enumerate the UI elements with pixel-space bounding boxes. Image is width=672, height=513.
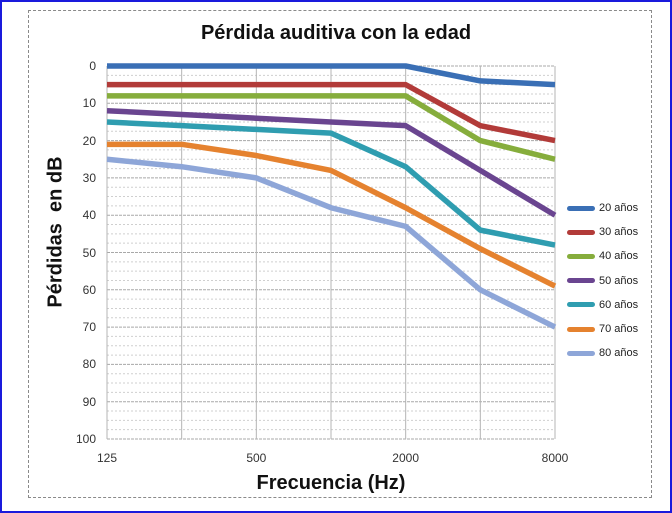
chart-title: Pérdida auditiva con la edad [200,22,472,44]
legend-label: 30 años [599,226,639,239]
y-tick-label: 40 [82,208,96,223]
legend-item: 70 años [567,317,638,341]
series-line-70-anos [107,141,557,289]
series-line-80-anos [106,156,557,330]
legend-swatch-icon [567,253,595,259]
legend: 20 años 30 años 40 años 50 años 60 años 70 añ… [567,196,638,365]
legend-item: 40 años [567,244,638,268]
legend-swatch-icon [567,229,595,235]
y-tick-label: 100 [75,432,96,446]
x-tick-label: 500 [246,451,267,465]
series-line-60-anos [106,119,556,248]
legend-item: 50 años [567,269,638,293]
y-tick-label: 30 [82,170,96,185]
legend-label: 50 años [599,274,639,287]
legend-label: 60 años [599,298,639,311]
legend-label: 80 años [599,347,639,360]
legend-swatch-icon [567,205,595,211]
legend-item: 80 años [567,341,638,365]
y-tick-label: 90 [82,394,96,409]
chart-area [28,10,652,498]
x-tick-label: 2000 [392,451,420,465]
legend-item: 60 años [567,293,638,317]
y-tick-label: 20 [82,133,96,148]
legend-item: 20 años [567,196,638,220]
y-tick-label: 80 [82,357,96,372]
legend-swatch-icon [567,326,595,332]
series-line-20-anos [107,63,556,88]
y-tick-label: 10 [82,96,96,111]
legend-label: 70 años [599,323,639,336]
legend-label: 40 años [599,250,639,263]
x-tick-label: 8000 [541,451,569,465]
legend-swatch-icon [567,302,595,308]
legend-label: 20 años [599,202,639,215]
legend-swatch-icon [567,278,595,284]
y-tick-label: 70 [82,320,96,335]
series-line-30-anos [107,81,556,144]
x-tick-label: 125 [96,451,118,465]
x-axis-label: Frecuencia (Hz) [256,472,406,494]
series-line-50-anos [106,108,557,218]
legend-swatch-icon [567,350,595,356]
y-tick-label: 50 [82,245,96,260]
y-tick-label: 60 [82,282,96,297]
series-line-40-anos [107,93,556,162]
y-tick-label: 0 [89,59,96,73]
legend-item: 30 años [567,220,638,244]
